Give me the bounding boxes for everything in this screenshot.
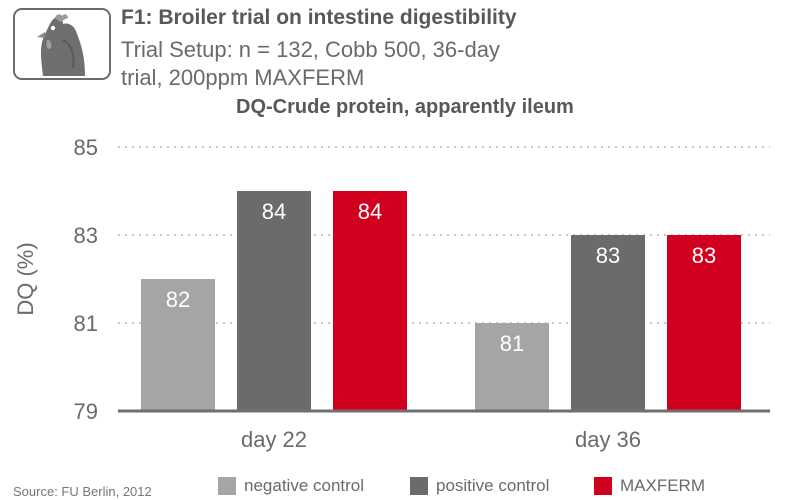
y-tick-label: 83 — [74, 223, 98, 248]
legend-swatch — [410, 477, 428, 495]
chart-legend: negative control positive control MAXFERM — [0, 476, 788, 500]
legend-swatch — [218, 477, 236, 495]
page-title: F1: Broiler trial on intestine digestibi… — [121, 6, 517, 29]
legend-label: positive control — [436, 476, 550, 495]
legend-label: MAXFERM — [620, 476, 705, 495]
trial-setup-subtitle: Trial Setup: n = 132, Cobb 500, 36-day t… — [121, 37, 500, 90]
y-tick-label: 85 — [74, 135, 98, 160]
bar — [667, 235, 741, 411]
bar — [475, 323, 549, 411]
x-category-label: day 36 — [575, 427, 641, 452]
bar — [571, 235, 645, 411]
y-axis-label: DQ (%) — [13, 242, 38, 315]
source-note: Source: FU Berlin, 2012 — [13, 484, 152, 499]
bar-value-label: 82 — [166, 287, 190, 312]
bar-value-label: 81 — [500, 331, 524, 356]
legend-item: negative control — [218, 476, 364, 496]
chicken-icon-frame — [13, 8, 111, 80]
bar-value-label: 83 — [692, 243, 716, 268]
y-tick-label: 79 — [74, 399, 98, 424]
bar — [141, 279, 215, 411]
legend-swatch — [594, 477, 612, 495]
bar-value-label: 84 — [262, 199, 286, 224]
chart-title: DQ-Crude protein, apparently ileum — [236, 96, 574, 118]
bar-value-label: 83 — [596, 243, 620, 268]
x-category-label: day 22 — [241, 427, 307, 452]
legend-label: negative control — [244, 476, 365, 495]
bar — [237, 191, 311, 411]
bar-chart: 79 81 83 85 DQ (%) 82 84 84 day 22 81 83 83 day 36 — [13, 135, 770, 452]
bar — [333, 191, 407, 411]
bar-value-label: 84 — [358, 199, 382, 224]
y-tick-label: 81 — [74, 311, 98, 336]
chicken-icon — [37, 14, 85, 76]
legend-item: positive control — [410, 476, 549, 496]
legend-item: MAXFERM — [594, 476, 705, 496]
